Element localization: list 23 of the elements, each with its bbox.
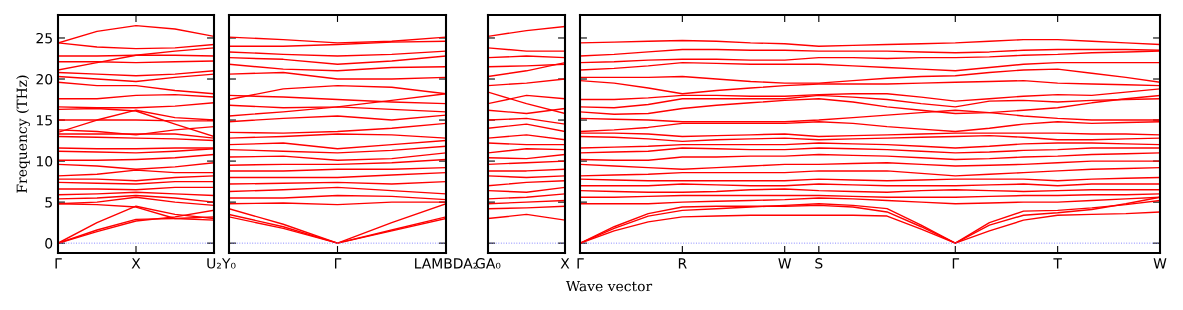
- y-axis-title: Frequency (THz): [16, 75, 30, 193]
- x-tick-label: W: [1153, 258, 1167, 269]
- x-tick-label: W: [778, 258, 792, 269]
- x-tick-label: Γ: [577, 258, 584, 269]
- y-tick-label: 20: [36, 73, 53, 85]
- x-tick-label: Y₀: [221, 258, 236, 269]
- x-tick-label: Γ: [334, 258, 342, 269]
- x-tick-label: R: [678, 258, 687, 269]
- x-tick-label: LAMBDA₂: [415, 258, 478, 269]
- y-tick-label: 5: [45, 197, 52, 208]
- x-tick-label: GA₀: [475, 258, 501, 269]
- x-tick-label: Γ: [952, 258, 960, 269]
- x-tick-label: T: [1053, 258, 1062, 269]
- x-tick-label: Γ: [55, 258, 62, 269]
- x-tick-label: S: [815, 258, 823, 269]
- x-axis-title: Wave vector: [565, 280, 653, 292]
- y-tick-label: 15: [36, 115, 52, 126]
- y-tick-label: 25: [36, 32, 52, 44]
- x-tick-label: X: [131, 258, 141, 269]
- y-tick-label: 0: [45, 238, 53, 249]
- x-tick-label: X: [560, 258, 570, 269]
- x-tick-label: U₂: [207, 258, 221, 269]
- y-tick-label: 10: [36, 156, 53, 167]
